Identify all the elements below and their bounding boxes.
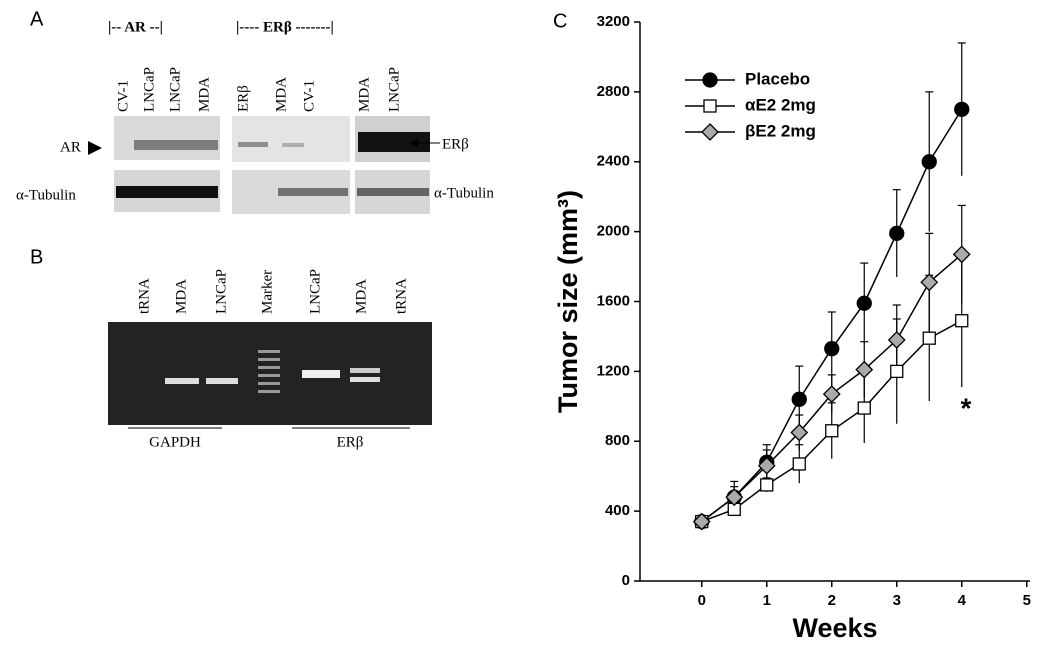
y-tick-label: 3200: [597, 13, 630, 30]
row-label: α-Tubulin: [434, 185, 494, 201]
marker: [857, 401, 871, 415]
legend-marker: [702, 72, 718, 88]
x-tick-label: 2: [828, 592, 836, 609]
x-tick-label: 4: [958, 592, 967, 609]
y-tick-label: 2400: [597, 153, 630, 170]
marker: [822, 385, 841, 404]
marker: [792, 457, 806, 471]
y-tick-label: 400: [605, 502, 630, 519]
x-tick-label: 5: [1023, 592, 1031, 609]
lane-labels: CV-1 LNCaP LNCaP MDA ERβ MDA CV-1 MDA LNCaP: [115, 67, 402, 112]
y-tick-label: 0: [622, 572, 630, 589]
lane-label: MDA: [353, 279, 369, 314]
marker: [856, 295, 872, 311]
x-tick-label: 0: [698, 592, 706, 609]
lane-label: Marker: [259, 270, 275, 314]
marker: [825, 424, 839, 438]
marker: [824, 341, 840, 357]
row-label: ERβ: [442, 136, 469, 152]
gel-band: [302, 370, 340, 378]
marker: [790, 423, 809, 442]
gel-band: [165, 378, 199, 384]
arrowhead: [410, 139, 418, 147]
chart: 0 400 800 1200 1600 2000 2400 2800 3200 0 1 2 3 4 5 Wee…: [553, 13, 1031, 643]
marker: [791, 391, 807, 407]
y-tick-label: 2000: [597, 223, 630, 240]
lane-label: MDA: [196, 77, 212, 112]
lane-label: LNCaP: [141, 67, 157, 112]
lane-label: LNCaP: [167, 67, 183, 112]
gel-band: [206, 378, 238, 384]
lane-label: tRNA: [136, 278, 152, 314]
blot: [232, 116, 350, 162]
panel-label: B: [30, 246, 43, 268]
legend-marker: [703, 99, 717, 113]
blot-band: [116, 186, 218, 198]
marker: [920, 273, 939, 292]
lane-label: CV-1: [301, 80, 317, 112]
x-tick-label: 1: [763, 592, 771, 609]
x-axis-label: Weeks: [792, 613, 877, 643]
marker: [725, 488, 744, 507]
blot-band: [134, 140, 218, 150]
gel-band: [350, 368, 380, 373]
marker: [692, 512, 711, 531]
lane-label: tRNA: [393, 278, 409, 314]
y-tick-label: 800: [605, 432, 630, 449]
legend-label: βE2 2mg: [745, 121, 816, 140]
blot-band: [238, 142, 268, 147]
marker: [760, 478, 774, 492]
legend-marker: [701, 123, 719, 141]
blot: [114, 116, 220, 160]
lane-label: LNCaP: [386, 67, 402, 112]
lane-label: LNCaP: [307, 269, 323, 314]
lane-labels: tRNA MDA LNCaP Marker LNCaP MDA tRNA: [136, 269, 409, 314]
ar-header: |-- AR --|: [108, 19, 163, 35]
x-tick-label: 3: [893, 592, 901, 609]
lane-label: MDA: [173, 279, 189, 314]
marker: [855, 360, 874, 379]
y-tick-label: 1600: [597, 292, 630, 309]
y-tick-label: 1200: [597, 362, 630, 379]
lane-label: ERβ: [235, 85, 251, 112]
lane-label: CV-1: [115, 80, 131, 112]
legend-label: αE2 2mg: [745, 95, 816, 114]
marker: [922, 331, 936, 345]
y-axis-label: Tumor size (mm³): [553, 190, 583, 413]
marker: [889, 225, 905, 242]
legend-label: Placebo: [745, 69, 810, 88]
marker: [921, 154, 937, 170]
lane-label: LNCaP: [213, 269, 229, 314]
marker: [955, 314, 969, 328]
gel: [108, 322, 432, 425]
marker-ladder: [258, 350, 280, 393]
marker: [887, 331, 906, 349]
erb-header: |---- ERβ -------|: [236, 19, 334, 35]
panel-label: A: [30, 8, 44, 30]
lane-label: MDA: [356, 77, 372, 112]
panel-label: C: [553, 10, 567, 32]
blot-band: [357, 188, 429, 196]
arrowhead: [88, 141, 102, 155]
blot-band: [282, 143, 304, 147]
marker: [890, 364, 904, 379]
annotation: *: [961, 392, 972, 423]
group-label: ERβ: [337, 434, 364, 450]
lane-label: MDA: [273, 77, 289, 112]
row-label: AR: [60, 139, 81, 155]
blot-band: [358, 132, 430, 152]
marker: [952, 245, 971, 264]
marker: [757, 456, 776, 475]
blot-band: [278, 188, 348, 196]
row-label: α-Tubulin: [16, 187, 76, 203]
marker: [954, 101, 970, 117]
gel-band: [350, 377, 380, 382]
group-label: GAPDH: [149, 434, 201, 450]
y-tick-label: 2800: [597, 83, 630, 100]
